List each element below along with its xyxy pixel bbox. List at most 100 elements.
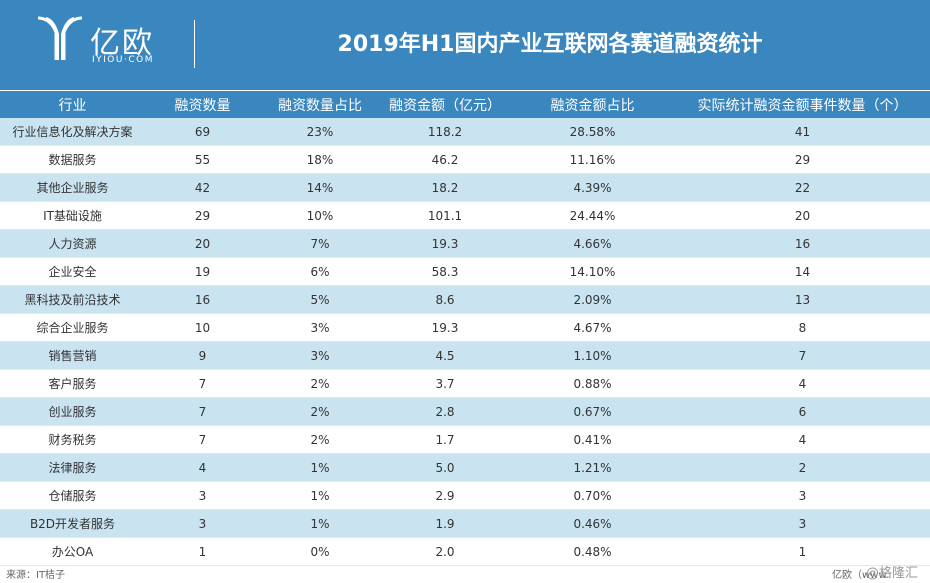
table-cell: 14.10% [510,257,675,286]
logo-subtext: IYIOU·COM [92,55,154,65]
brand-note: 亿欧（www. [832,570,889,581]
table-cell: 7 [145,425,260,454]
table-cell: 29 [145,201,260,230]
table-cell: B2D开发者服务 [0,509,145,538]
table-row: 综合企业服务 10 3% 19.3 4.67% 8 [0,313,930,342]
logo-text: 亿欧 [90,26,154,61]
table-row: 数据服务 55 18% 46.2 11.16% 29 [0,145,930,174]
table-cell: 11.16% [510,145,675,174]
table-cell: 2% [260,369,380,398]
table-cell: 人力资源 [0,229,145,258]
table-cell: 7 [145,397,260,426]
table-cell: 1.10% [510,341,675,370]
table-cell: 法律服务 [0,453,145,482]
table-row: 黑科技及前沿技术 16 5% 8.6 2.09% 13 [0,285,930,314]
table-cell: 101.1 [380,201,510,230]
table-cell: 2.8 [380,397,510,426]
table-cell: IT基础设施 [0,201,145,230]
table-row: 客户服务 7 2% 3.7 0.88% 4 [0,369,930,398]
table-cell: 18% [260,145,380,174]
table-cell: 2.09% [510,285,675,314]
table-cell: 黑科技及前沿技术 [0,285,145,314]
table-cell: 42 [145,173,260,202]
table-row: 企业安全 19 6% 58.3 14.10% 14 [0,257,930,286]
logo-divider [194,20,195,68]
table-row: 创业服务 7 2% 2.8 0.67% 6 [0,397,930,426]
table-row: B2D开发者服务 3 1% 1.9 0.46% 3 [0,509,930,538]
table-row: 仓储服务 3 1% 2.9 0.70% 3 [0,481,930,510]
table-cell: 55 [145,145,260,174]
table-cell: 41 [675,118,930,146]
table-cell: 1 [675,537,930,566]
table-cell: 5.0 [380,453,510,482]
table-cell: 14 [675,257,930,286]
table-cell: 20 [675,201,930,230]
table-cell: 28.58% [510,118,675,146]
table-cell: 仓储服务 [0,481,145,510]
table-cell: 58.3 [380,257,510,286]
table-cell: 3.7 [380,369,510,398]
table-cell: 企业安全 [0,257,145,286]
table-cell: 1% [260,509,380,538]
table-cell: 19 [145,257,260,286]
table-cell: 1.9 [380,509,510,538]
table-cell: 4.5 [380,341,510,370]
table-cell: 1.7 [380,425,510,454]
column-header: 融资金额占比 [510,91,675,118]
table-cell: 8 [675,313,930,342]
column-header: 融资数量 [145,91,260,118]
table-cell: 行业信息化及解决方案 [0,118,145,146]
table-cell: 1 [145,537,260,566]
table-cell: 0.46% [510,509,675,538]
table-row: 办公OA 1 0% 2.0 0.48% 1 [0,537,930,566]
column-header: 融资金额（亿元） [380,91,510,118]
table-cell: 7 [675,341,930,370]
table-cell: 69 [145,118,260,146]
table-cell: 4 [675,425,930,454]
table-cell: 0.70% [510,481,675,510]
header-banner: 亿欧 IYIOU·COM 2019年H1国内产业互联网各赛道融资统计 [0,0,930,90]
table-cell: 4.67% [510,313,675,342]
table-cell: 创业服务 [0,397,145,426]
table-cell: 3 [675,481,930,510]
table-cell: 3 [145,481,260,510]
table-cell: 1% [260,453,380,482]
table-cell: 19.3 [380,313,510,342]
table-cell: 0.67% [510,397,675,426]
table-cell: 19.3 [380,229,510,258]
table-row: IT基础设施 29 10% 101.1 24.44% 20 [0,201,930,230]
table-cell: 18.2 [380,173,510,202]
table-row: 人力资源 20 7% 19.3 4.66% 16 [0,229,930,258]
table-cell: 4 [145,453,260,482]
table-cell: 2 [675,453,930,482]
table-cell: 0% [260,537,380,566]
table-cell: 0.48% [510,537,675,566]
table-cell: 8.6 [380,285,510,314]
yiou-logo-icon [37,16,83,60]
table-cell: 2% [260,425,380,454]
column-header: 行业 [0,91,145,118]
source-note: 来源：IT桔子 [6,570,66,581]
table-cell: 10% [260,201,380,230]
table-cell: 10 [145,313,260,342]
table-cell: 118.2 [380,118,510,146]
table-cell: 销售营销 [0,341,145,370]
page-title: 2019年H1国内产业互联网各赛道融资统计 [337,32,763,57]
table-cell: 4.39% [510,173,675,202]
table-cell: 4.66% [510,229,675,258]
table-row: 其他企业服务 42 14% 18.2 4.39% 22 [0,173,930,202]
table-cell: 其他企业服务 [0,173,145,202]
table-cell: 数据服务 [0,145,145,174]
table-cell: 16 [145,285,260,314]
table-cell: 23% [260,118,380,146]
table-cell: 综合企业服务 [0,313,145,342]
table-cell: 7% [260,229,380,258]
table-header-row: 行业 融资数量 融资数量占比 融资金额（亿元） 融资金额占比 实际统计融资金额事… [0,91,930,118]
table-cell: 3% [260,341,380,370]
table-cell: 20 [145,229,260,258]
table-row: 行业信息化及解决方案 69 23% 118.2 28.58% 41 [0,118,930,146]
table-cell: 3 [675,509,930,538]
table-cell: 1.21% [510,453,675,482]
table-cell: 6% [260,257,380,286]
table-cell: 5% [260,285,380,314]
